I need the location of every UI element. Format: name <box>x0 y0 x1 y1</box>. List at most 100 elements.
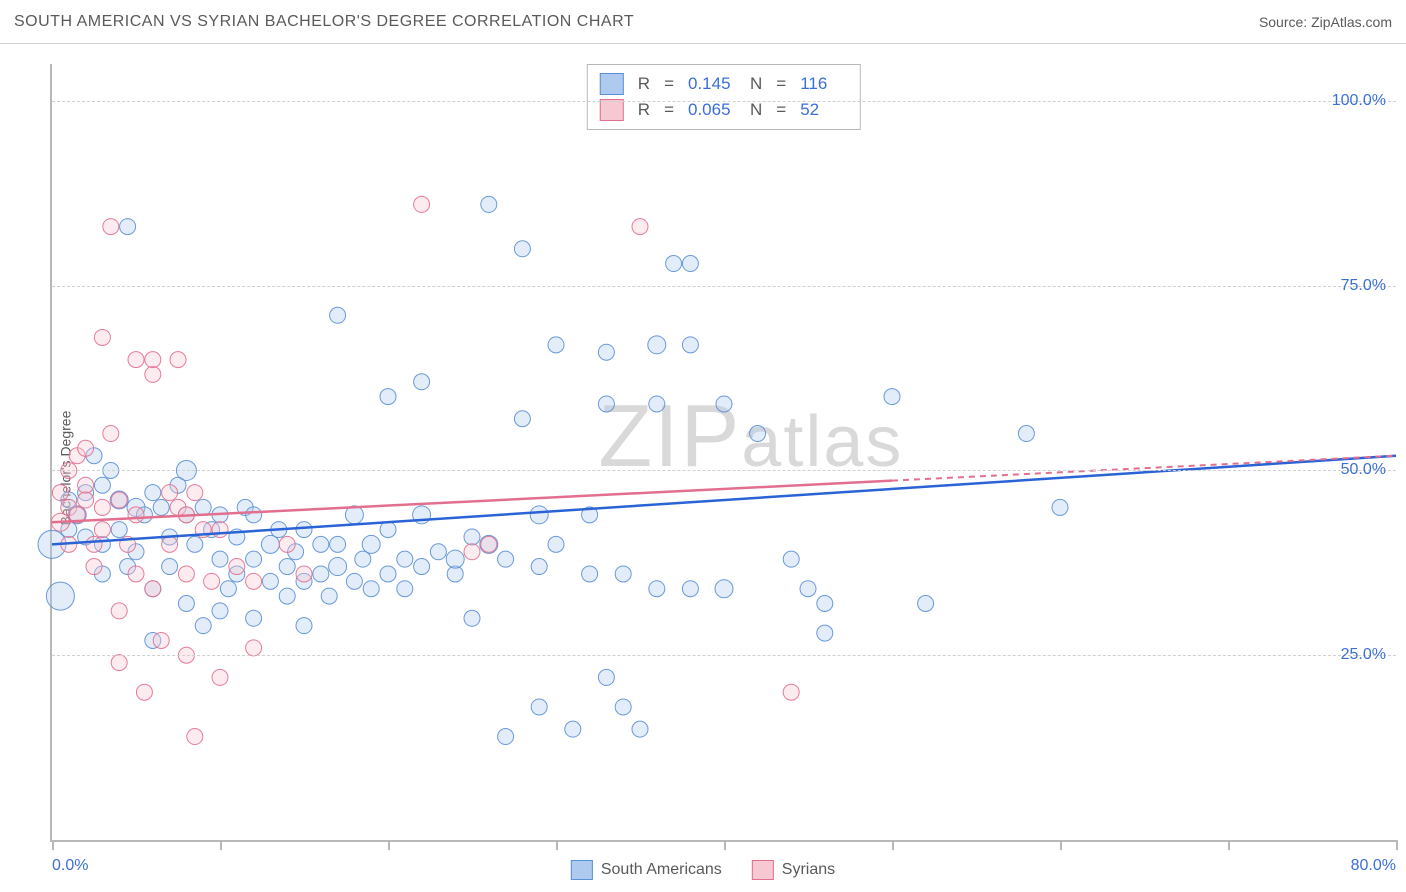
data-point[interactable] <box>78 492 94 508</box>
data-point[interactable] <box>261 535 279 553</box>
data-point[interactable] <box>103 219 119 235</box>
data-point[interactable] <box>648 336 666 354</box>
data-point[interactable] <box>78 477 94 493</box>
data-point[interactable] <box>783 684 799 700</box>
data-point[interactable] <box>414 196 430 212</box>
data-point[interactable] <box>598 669 614 685</box>
data-point[interactable] <box>817 596 833 612</box>
data-point[interactable] <box>162 536 178 552</box>
data-point[interactable] <box>632 219 648 235</box>
data-point[interactable] <box>246 507 262 523</box>
legend-item[interactable]: South Americans <box>571 860 722 880</box>
data-point[interactable] <box>498 551 514 567</box>
data-point[interactable] <box>246 640 262 656</box>
data-point[interactable] <box>103 426 119 442</box>
data-point[interactable] <box>153 499 169 515</box>
data-point[interactable] <box>582 566 598 582</box>
data-point[interactable] <box>187 485 203 501</box>
data-point[interactable] <box>195 618 211 634</box>
data-point[interactable] <box>145 366 161 382</box>
data-point[interactable] <box>279 559 295 575</box>
data-point[interactable] <box>94 499 110 515</box>
data-point[interactable] <box>246 551 262 567</box>
data-point[interactable] <box>220 581 236 597</box>
data-point[interactable] <box>329 558 347 576</box>
data-point[interactable] <box>548 337 564 353</box>
data-point[interactable] <box>884 389 900 405</box>
data-point[interactable] <box>246 610 262 626</box>
data-point[interactable] <box>531 699 547 715</box>
data-point[interactable] <box>498 729 514 745</box>
data-point[interactable] <box>632 721 648 737</box>
data-point[interactable] <box>313 536 329 552</box>
data-point[interactable] <box>52 485 68 501</box>
data-point[interactable] <box>94 477 110 493</box>
data-point[interactable] <box>649 581 665 597</box>
data-point[interactable] <box>918 596 934 612</box>
data-point[interactable] <box>279 588 295 604</box>
data-point[interactable] <box>195 499 211 515</box>
data-point[interactable] <box>246 573 262 589</box>
data-point[interactable] <box>715 580 733 598</box>
data-point[interactable] <box>362 535 380 553</box>
data-point[interactable] <box>531 559 547 575</box>
data-point[interactable] <box>380 522 396 538</box>
data-point[interactable] <box>178 566 194 582</box>
data-point[interactable] <box>716 396 732 412</box>
data-point[interactable] <box>187 536 203 552</box>
data-point[interactable] <box>178 596 194 612</box>
data-point[interactable] <box>380 566 396 582</box>
data-point[interactable] <box>397 581 413 597</box>
data-point[interactable] <box>649 396 665 412</box>
data-point[interactable] <box>204 573 220 589</box>
data-point[interactable] <box>229 559 245 575</box>
data-point[interactable] <box>615 699 631 715</box>
data-point[interactable] <box>514 241 530 257</box>
data-point[interactable] <box>187 729 203 745</box>
data-point[interactable] <box>355 551 371 567</box>
data-point[interactable] <box>446 550 464 568</box>
data-point[interactable] <box>682 337 698 353</box>
data-point[interactable] <box>120 219 136 235</box>
data-point[interactable] <box>330 307 346 323</box>
data-point[interactable] <box>170 352 186 368</box>
data-point[interactable] <box>346 573 362 589</box>
data-point[interactable] <box>682 256 698 272</box>
data-point[interactable] <box>94 522 110 538</box>
data-point[interactable] <box>380 389 396 405</box>
data-point[interactable] <box>296 618 312 634</box>
data-point[interactable] <box>414 374 430 390</box>
data-point[interactable] <box>481 536 497 552</box>
data-point[interactable] <box>598 396 614 412</box>
data-point[interactable] <box>136 684 152 700</box>
data-point[interactable] <box>464 610 480 626</box>
data-point[interactable] <box>145 352 161 368</box>
data-point[interactable] <box>682 581 698 597</box>
data-point[interactable] <box>212 669 228 685</box>
data-point[interactable] <box>615 566 631 582</box>
data-point[interactable] <box>783 551 799 567</box>
data-point[interactable] <box>514 411 530 427</box>
data-point[interactable] <box>414 559 430 575</box>
data-point[interactable] <box>817 625 833 641</box>
data-point[interactable] <box>153 632 169 648</box>
source-link[interactable]: ZipAtlas.com <box>1311 14 1392 30</box>
data-point[interactable] <box>464 544 480 560</box>
data-point[interactable] <box>162 485 178 501</box>
data-point[interactable] <box>548 536 564 552</box>
data-point[interactable] <box>666 256 682 272</box>
data-point[interactable] <box>212 522 228 538</box>
data-point[interactable] <box>321 588 337 604</box>
data-point[interactable] <box>128 352 144 368</box>
data-point[interactable] <box>86 536 102 552</box>
legend-item[interactable]: Syrians <box>752 860 835 880</box>
data-point[interactable] <box>46 582 74 610</box>
data-point[interactable] <box>111 522 127 538</box>
data-point[interactable] <box>1052 499 1068 515</box>
data-point[interactable] <box>78 440 94 456</box>
data-point[interactable] <box>750 426 766 442</box>
data-point[interactable] <box>145 581 161 597</box>
data-point[interactable] <box>212 551 228 567</box>
data-point[interactable] <box>111 603 127 619</box>
data-point[interactable] <box>262 573 278 589</box>
